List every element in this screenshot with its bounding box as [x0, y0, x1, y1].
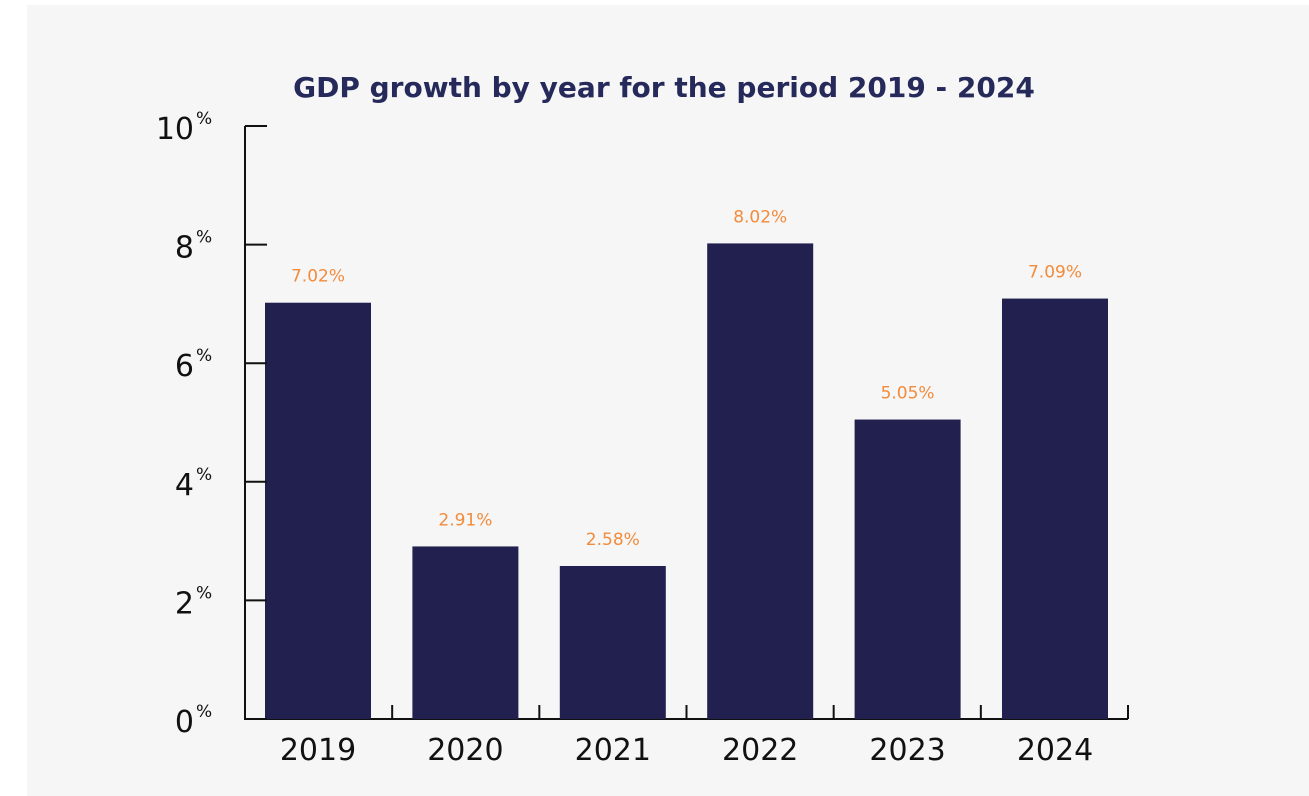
data-label-2023: 5.05%: [881, 384, 935, 404]
data-label-2024: 7.09%: [1028, 263, 1082, 283]
y-tick-label: 8: [175, 231, 194, 266]
bar-2019: [265, 302, 371, 719]
y-tick-label: 6: [175, 349, 194, 384]
data-label-2022: 8.02%: [733, 207, 787, 227]
y-tick-unit: %: [196, 583, 212, 603]
bar-2022: [707, 243, 814, 719]
y-tick-unit: %: [196, 346, 212, 366]
bar-2024: [1002, 298, 1108, 719]
data-labels: 7.02% 2.91% 2.58% 8.02% 5.05% 7.09%: [291, 207, 1082, 550]
y-tick-unit: %: [196, 465, 212, 485]
y-tick-label: 0: [175, 705, 194, 740]
data-label-2021: 2.58%: [586, 530, 640, 550]
bar-2021: [559, 566, 666, 719]
axes: [244, 126, 1128, 720]
bar-2023: [854, 419, 961, 719]
x-tick-label-2021: 2021: [575, 733, 651, 768]
y-tick-label: 2: [175, 586, 194, 621]
y-tick-label: 10: [156, 112, 194, 147]
x-axis-ticks: 2019 2020 2021 2022 2023 2024: [280, 705, 1129, 768]
x-tick-label-2019: 2019: [280, 733, 356, 768]
bars: [265, 243, 1108, 719]
y-tick-label: 4: [175, 468, 194, 503]
chart-title: GDP growth by year for the period 2019 -…: [293, 71, 1035, 104]
data-label-2019: 7.02%: [291, 267, 345, 287]
y-tick-unit: %: [196, 702, 212, 722]
x-tick-label-2024: 2024: [1017, 733, 1093, 768]
y-tick-unit: %: [196, 109, 212, 129]
data-label-2020: 2.91%: [438, 510, 492, 530]
x-tick-label-2020: 2020: [427, 733, 503, 768]
x-tick-label-2022: 2022: [722, 733, 798, 768]
y-tick-unit: %: [196, 228, 212, 248]
x-tick-label-2023: 2023: [869, 733, 945, 768]
bar-2020: [412, 546, 519, 719]
y-axis-ticks: 0 %2 %4 %6 %8 %10%: [156, 109, 267, 740]
